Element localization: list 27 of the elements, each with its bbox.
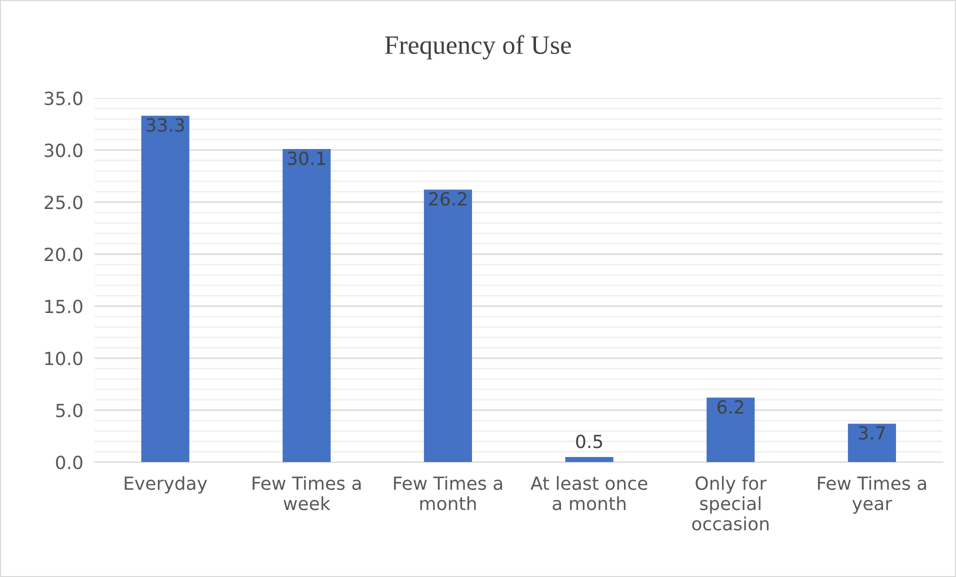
bar bbox=[424, 190, 472, 462]
data-label: 6.2 bbox=[718, 400, 744, 414]
bar bbox=[282, 149, 331, 462]
data-label: 30.1 bbox=[288, 151, 326, 166]
x-tick-label: At least once a month bbox=[530, 476, 648, 510]
data-label: 33.3 bbox=[146, 118, 184, 132]
x-tick-label: Few Times a year bbox=[818, 476, 926, 514]
y-tick-label: 0.0 bbox=[56, 456, 82, 470]
bar bbox=[706, 398, 755, 462]
y-tick-label: 15.0 bbox=[45, 300, 82, 314]
y-tick-label: 25.0 bbox=[44, 196, 82, 210]
data-label: 3.7 bbox=[858, 426, 885, 440]
bar bbox=[141, 116, 190, 462]
y-tick-label: 5.0 bbox=[56, 404, 82, 418]
y-tick-label: 35.0 bbox=[44, 92, 82, 106]
data-label: 26.2 bbox=[429, 192, 466, 206]
y-tick-label: 30.0 bbox=[44, 144, 82, 158]
chart-title: Frequency of Use bbox=[384, 35, 571, 60]
bar bbox=[848, 424, 896, 462]
bar bbox=[565, 456, 614, 462]
x-tick-label: Everyday bbox=[124, 476, 208, 494]
x-tick-label: Few Times a week bbox=[252, 476, 361, 510]
y-tick-label: 10.0 bbox=[45, 352, 82, 366]
data-label: 0.5 bbox=[576, 434, 602, 448]
x-tick-label: Only for special occasion bbox=[692, 476, 769, 530]
y-tick-label: 20.0 bbox=[44, 248, 82, 262]
x-tick-label: Few Times a month bbox=[394, 476, 502, 510]
